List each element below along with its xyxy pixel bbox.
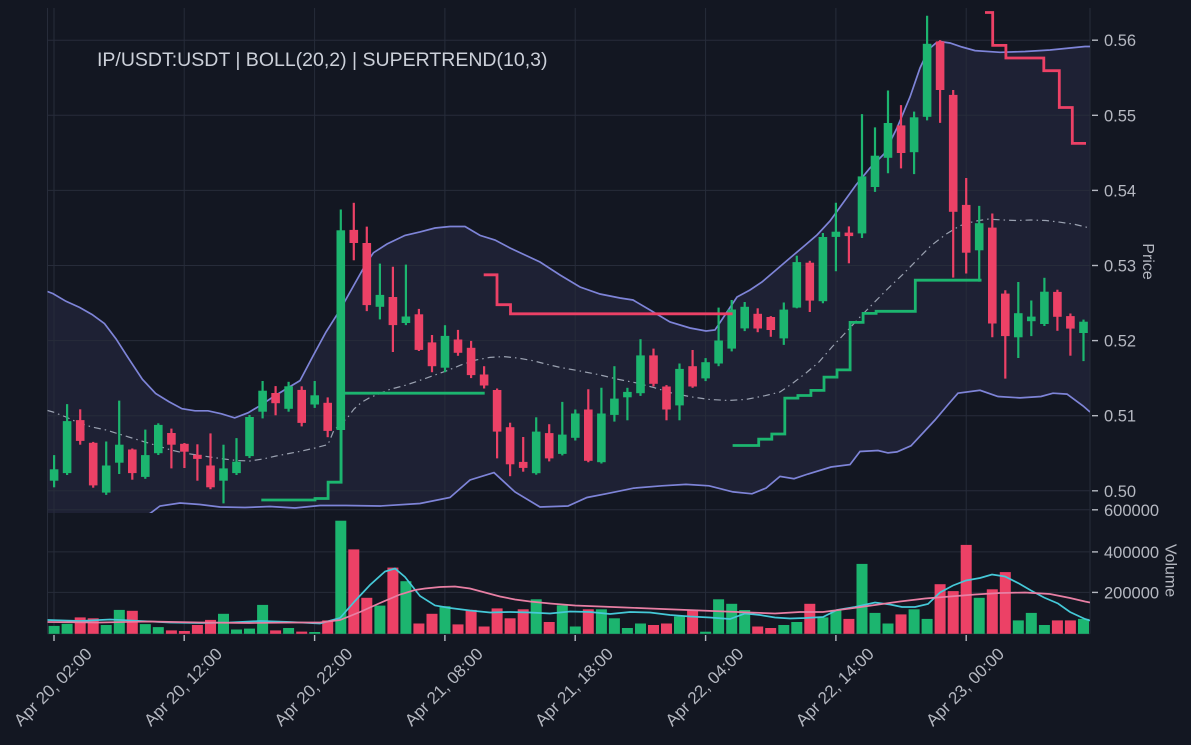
svg-text:Price: Price [1139,243,1156,280]
svg-text:0.53: 0.53 [1104,258,1136,276]
svg-text:600000: 600000 [1104,502,1159,520]
svg-text:400000: 400000 [1104,544,1159,562]
svg-text:0.55: 0.55 [1104,107,1136,125]
svg-text:Volume: Volume [1162,544,1179,597]
svg-text:0.51: 0.51 [1104,408,1136,426]
svg-text:0.54: 0.54 [1104,182,1136,200]
svg-text:0.50: 0.50 [1104,483,1136,501]
svg-text:IP/USDT:USDT | BOLL(20,2) | SU: IP/USDT:USDT | BOLL(20,2) | SUPERTREND(1… [97,49,547,71]
svg-text:200000: 200000 [1104,584,1159,602]
svg-text:0.56: 0.56 [1104,32,1136,50]
svg-text:0.52: 0.52 [1104,333,1136,351]
